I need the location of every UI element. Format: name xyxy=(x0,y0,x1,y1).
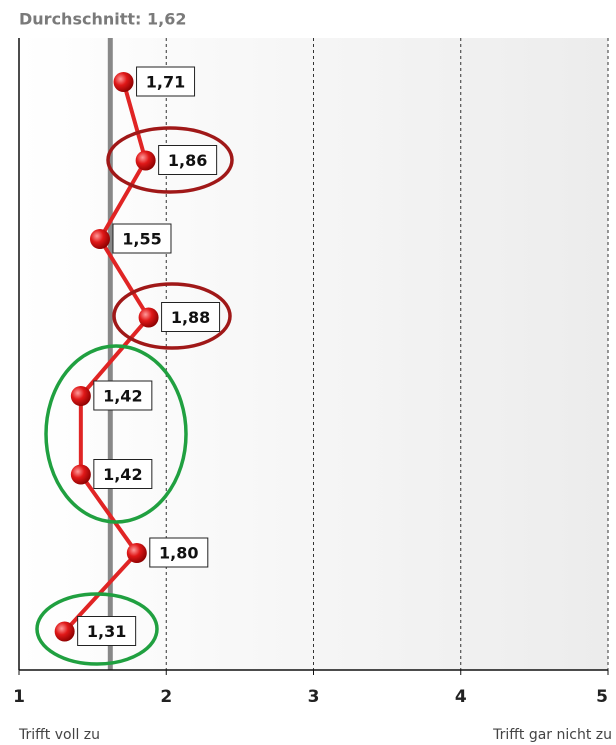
label-box xyxy=(161,302,221,332)
data-label: 1,71 xyxy=(146,73,185,92)
label-box xyxy=(93,459,153,489)
label-box xyxy=(149,537,209,568)
x-tick-label: 1 xyxy=(13,687,25,707)
x-tick-label: 5 xyxy=(596,687,608,707)
data-label: 1,88 xyxy=(171,308,210,327)
point xyxy=(138,307,159,328)
label-box xyxy=(112,223,172,254)
axis-label-left: Trifft voll zu xyxy=(18,727,100,743)
data-label: 1,42 xyxy=(103,387,142,406)
data-label: 1,86 xyxy=(168,151,207,170)
point xyxy=(135,150,156,171)
point xyxy=(126,543,147,563)
highlight xyxy=(44,344,188,524)
x-tick-label: 4 xyxy=(455,687,467,707)
data-label: 1,42 xyxy=(103,465,142,484)
chart-title: Durchschnitt: 1,62 xyxy=(19,10,186,29)
label-box xyxy=(93,380,153,411)
highlight xyxy=(112,282,232,350)
point xyxy=(113,72,134,92)
point xyxy=(70,386,91,406)
plot-background xyxy=(19,38,608,670)
point xyxy=(70,464,91,485)
point xyxy=(89,229,110,249)
highlight xyxy=(106,126,234,194)
highlight xyxy=(35,592,159,666)
label-box xyxy=(158,145,218,175)
series-line xyxy=(63,81,151,633)
data-label: 1,31 xyxy=(87,622,126,641)
point xyxy=(54,621,75,642)
label-box xyxy=(77,616,137,646)
data-label: 1,80 xyxy=(159,544,198,563)
axis-label-right: Trifft gar nicht zu xyxy=(492,727,612,743)
x-tick-label: 3 xyxy=(308,687,320,707)
data-label: 1,55 xyxy=(122,230,161,249)
x-tick-label: 2 xyxy=(160,687,172,707)
label-box xyxy=(136,66,196,97)
